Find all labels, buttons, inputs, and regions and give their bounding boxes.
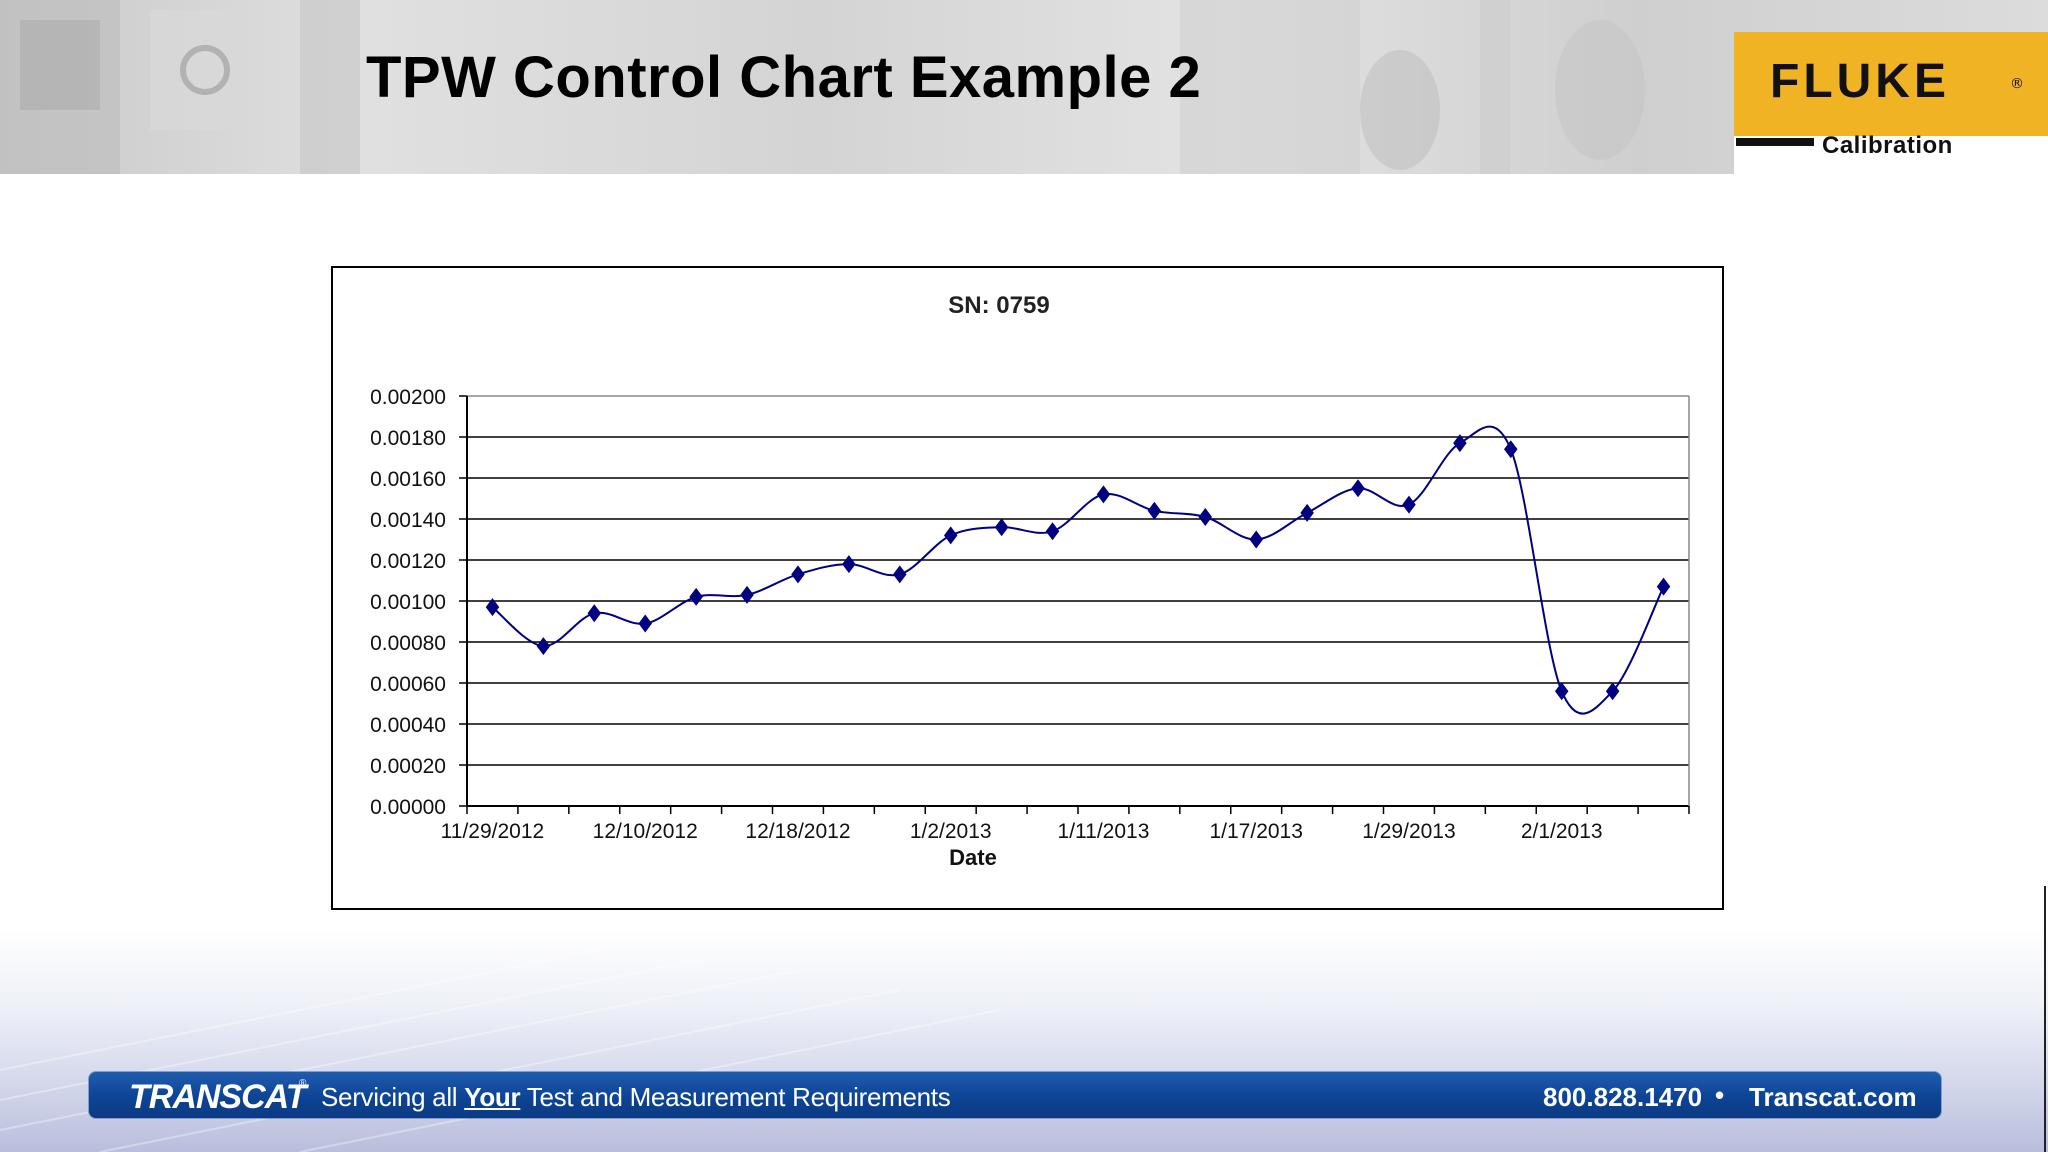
data-point-marker: [1249, 530, 1263, 549]
x-tick-label: 1/11/2013: [1058, 820, 1150, 843]
logo-registered-mark: ®: [2010, 76, 2024, 92]
data-point-marker: [1504, 440, 1518, 459]
slide-title: TPW Control Chart Example 2: [366, 45, 1202, 110]
logo-black-bar: [1736, 138, 1814, 146]
data-point-marker: [485, 598, 500, 617]
y-tick-label: 0.00020: [370, 755, 446, 778]
data-point-marker: [536, 637, 551, 656]
data-point-marker: [1147, 501, 1162, 520]
x-axis-label: Date: [949, 845, 997, 870]
y-tick-label: 0.00160: [370, 468, 446, 491]
x-tick-label: 11/29/2012: [441, 820, 545, 843]
x-tick-label: 2/1/2013: [1521, 820, 1603, 843]
y-tick-label: 0.00180: [370, 427, 446, 450]
data-point-marker: [842, 555, 856, 574]
logo-wordmark: FLUKE: [1770, 55, 1950, 108]
footer-phone: 800.828.1470: [1543, 1082, 1703, 1112]
transcat-footer-bar: TRANSCAT ® Servicing all Your Test and M…: [88, 1071, 1942, 1119]
x-tick-label: 1/2/2013: [910, 820, 992, 843]
data-point-marker: [1656, 577, 1671, 596]
x-tick-label: 1/29/2013: [1362, 820, 1455, 843]
data-point-marker: [1351, 479, 1365, 498]
data-point-marker: [1605, 682, 1620, 701]
y-tick-label: 0.00060: [370, 673, 446, 696]
y-tick-label: 0.00080: [370, 632, 446, 655]
footer-separator: •: [1715, 1080, 1725, 1110]
data-point-marker: [587, 604, 602, 623]
transcat-logo: TRANSCAT: [129, 1078, 306, 1116]
data-point-marker: [1096, 485, 1111, 504]
data-point-marker: [1300, 503, 1314, 522]
data-point-marker: [994, 518, 1009, 537]
chart-title: SN: 0759: [948, 292, 1049, 319]
data-point-marker: [1453, 434, 1467, 453]
series-line: [491, 425, 1665, 715]
edge-line: [2044, 886, 2046, 1152]
data-point-marker: [638, 614, 652, 633]
y-tick-label: 0.00100: [370, 591, 446, 614]
data-point-marker: [1045, 522, 1060, 541]
y-tick-label: 0.00040: [370, 714, 446, 737]
fluke-calibration-logo: FLUKE ® Calibration: [1734, 32, 2048, 174]
x-tick-label: 12/10/2012: [593, 820, 698, 843]
x-tick-label: 1/17/2013: [1209, 820, 1302, 843]
y-tick-label: 0.00200: [370, 386, 446, 409]
footer-website: Transcat.com: [1749, 1082, 1917, 1112]
slide-header: TPW Control Chart Example 2 FLUKE ® Cali…: [0, 0, 2048, 174]
data-point-marker: [1402, 495, 1416, 514]
data-point-marker: [740, 585, 754, 604]
logo-subtitle: Calibration: [1822, 132, 1953, 159]
data-point-marker: [1198, 507, 1213, 526]
data-point-marker: [689, 587, 703, 606]
x-tick-label: 12/18/2012: [745, 820, 850, 843]
data-point-marker: [791, 565, 805, 584]
control-chart: SN: 0759 0.00200 0.00180 0.00160 0.00140 0.00…: [370, 292, 1690, 870]
data-point-marker: [943, 526, 958, 545]
data-point-marker: [893, 565, 907, 584]
y-tick-label: 0.00000: [370, 796, 446, 819]
chart-frame: SN: 0759 0.00200 0.00180 0.00160 0.00140 0.00…: [331, 266, 1724, 910]
y-tick-label: 0.00140: [370, 509, 446, 532]
y-tick-label: 0.00120: [370, 550, 446, 573]
data-point-marker: [1554, 682, 1569, 701]
transcat-registered-mark: ®: [299, 1078, 307, 1089]
header-background-image: [0, 0, 1645, 174]
footer-tagline: Servicing all Your Test and Measurement …: [321, 1082, 951, 1112]
